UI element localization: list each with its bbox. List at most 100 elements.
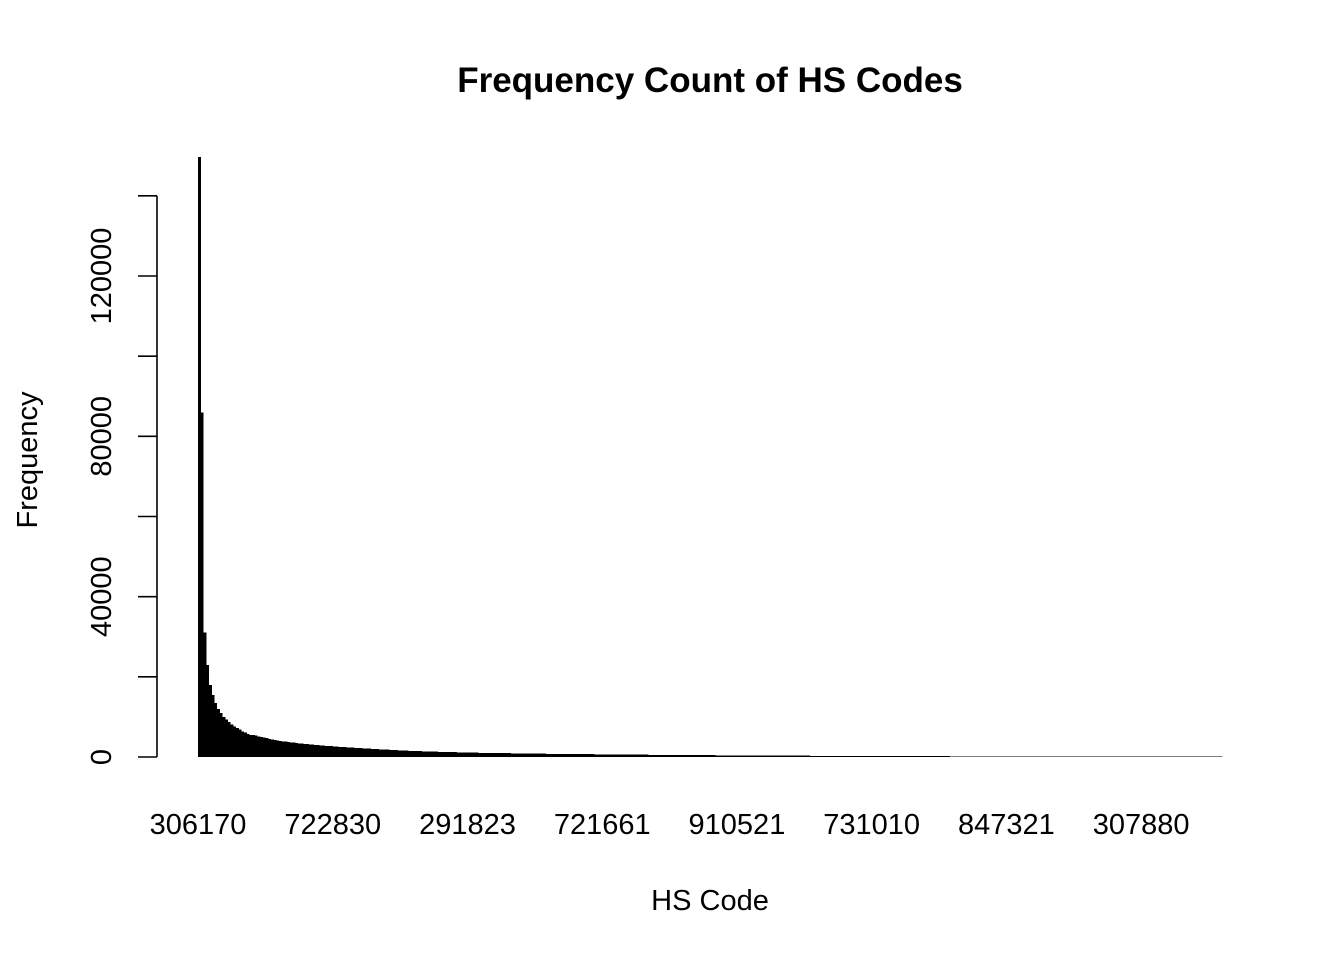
bar [489, 752, 493, 757]
bar [494, 753, 498, 757]
bar [728, 755, 732, 757]
bar [715, 755, 719, 757]
bar [976, 756, 980, 757]
bar [462, 752, 466, 757]
bar [580, 754, 584, 757]
bar [1106, 756, 1110, 757]
bar [726, 755, 730, 757]
bar [1168, 756, 1172, 757]
bar [454, 752, 458, 757]
x-axis: 306170 722830 291823 721661 910521 731010 8473… [150, 809, 1190, 841]
bar [518, 753, 522, 757]
bar [839, 755, 843, 757]
bar [281, 741, 285, 757]
bar [1203, 756, 1207, 757]
bar [672, 754, 676, 757]
bar [464, 752, 468, 757]
bar [739, 755, 743, 757]
bar [311, 744, 315, 757]
bar [817, 755, 821, 757]
bar-series [198, 157, 1223, 757]
bar [637, 754, 641, 757]
bar [626, 754, 630, 757]
bar [451, 752, 455, 757]
bar [211, 694, 215, 757]
bar [521, 753, 525, 757]
bar [262, 737, 266, 757]
bar [359, 748, 363, 757]
bar [898, 756, 902, 757]
bar [885, 756, 889, 757]
bar [567, 754, 571, 757]
bar [1089, 756, 1094, 757]
bar [877, 756, 881, 757]
bar [992, 756, 996, 757]
y-tick-label: 40000 [86, 556, 118, 637]
bar [782, 755, 786, 757]
bar [998, 756, 1002, 757]
bar [736, 755, 740, 757]
bar [785, 755, 789, 757]
bar [949, 756, 953, 757]
bar [621, 754, 625, 757]
bar [251, 734, 255, 757]
bar [497, 753, 501, 757]
bar [577, 754, 582, 757]
bar [1160, 756, 1164, 757]
bar [1124, 756, 1129, 757]
bar [890, 756, 894, 757]
bar [710, 755, 714, 757]
bar [335, 746, 339, 757]
bar [1054, 756, 1058, 757]
y-axis-label: Frequency [12, 391, 44, 529]
bar [338, 746, 342, 757]
bar [1111, 756, 1115, 757]
bar [238, 729, 242, 757]
bar [276, 740, 280, 757]
bar [960, 756, 964, 757]
bar [979, 756, 983, 757]
bar [400, 750, 404, 757]
bar [685, 755, 689, 757]
y-tick-label: 120000 [86, 228, 118, 325]
bar [925, 756, 929, 757]
bar [963, 756, 967, 757]
bar [957, 756, 961, 757]
bar [656, 754, 660, 757]
bar [561, 753, 565, 757]
bar [208, 684, 212, 757]
bar [548, 753, 552, 757]
bar [591, 754, 595, 757]
bar [443, 751, 447, 757]
bar [939, 756, 943, 757]
bar [753, 755, 757, 757]
bar [604, 754, 608, 757]
bar [1049, 756, 1053, 757]
bar [1170, 756, 1174, 757]
bar [410, 750, 414, 757]
bar [982, 756, 986, 757]
bar [755, 755, 759, 757]
bar [206, 664, 210, 757]
bar [1192, 756, 1196, 757]
bar [833, 755, 838, 757]
bar [1165, 756, 1169, 757]
bar [1071, 756, 1075, 757]
bar [556, 753, 560, 757]
bar [893, 756, 897, 757]
bar [559, 753, 563, 757]
bar [1022, 756, 1026, 757]
bar [472, 752, 476, 757]
bar [720, 755, 724, 757]
bar [529, 753, 533, 757]
bar [346, 747, 350, 757]
bar [1173, 756, 1177, 757]
bar [1114, 756, 1118, 757]
bar [1014, 756, 1018, 757]
bar [499, 753, 503, 757]
bar [666, 754, 670, 757]
bar [1092, 756, 1096, 757]
bar [596, 754, 600, 757]
y-tick-label: 0 [86, 749, 118, 765]
bar [243, 732, 247, 757]
